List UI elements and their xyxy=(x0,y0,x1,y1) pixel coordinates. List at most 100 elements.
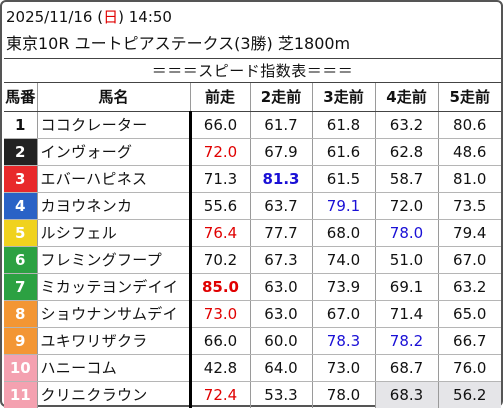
speed-index-cell: 78.0 xyxy=(375,220,438,247)
speed-index-cell: 76.4 xyxy=(190,220,250,247)
speed-index-cell: 78.0 xyxy=(312,382,375,408)
horse-name-cell: クリニクラウン xyxy=(37,382,190,408)
horse-number-cell: 8 xyxy=(4,301,37,328)
horse-number-cell: 5 xyxy=(4,220,37,247)
horse-name-cell: ルシフェル xyxy=(37,220,190,247)
horse-number-cell: 1 xyxy=(4,112,37,139)
horse-name-cell: ココクレーター xyxy=(37,112,190,139)
horse-number-cell: 3 xyxy=(4,166,37,193)
speed-index-cell: 60.0 xyxy=(250,328,312,355)
speed-index-cell: 71.4 xyxy=(375,301,438,328)
speed-index-cell: 53.3 xyxy=(250,382,312,408)
speed-index-cell: 79.1 xyxy=(312,193,375,220)
speed-index-cell: 64.0 xyxy=(250,355,312,382)
speed-index-cell: 63.0 xyxy=(250,301,312,328)
speed-index-cell: 73.5 xyxy=(438,193,501,220)
speed-index-cell: 48.6 xyxy=(438,139,501,166)
speed-index-cell: 72.4 xyxy=(190,382,250,408)
speed-index-cell: 78.3 xyxy=(312,328,375,355)
speed-index-cell: 66.7 xyxy=(438,328,501,355)
race-time: 14:50 xyxy=(129,8,172,26)
speed-index-cell: 65.0 xyxy=(438,301,501,328)
horse-name-cell: エバーハピネス xyxy=(37,166,190,193)
speed-index-cell: 69.1 xyxy=(375,274,438,301)
horse-number-cell: 4 xyxy=(4,193,37,220)
speed-index-cell: 81.0 xyxy=(438,166,501,193)
horse-number-cell: 10 xyxy=(4,355,37,382)
speed-index-cell: 68.7 xyxy=(375,355,438,382)
horse-name-cell: ショウナンサムデイ xyxy=(37,301,190,328)
speed-index-cell: 78.2 xyxy=(375,328,438,355)
speed-index-cell: 58.7 xyxy=(375,166,438,193)
speed-index-cell: 61.6 xyxy=(312,139,375,166)
speed-index-cell: 63.2 xyxy=(438,274,501,301)
speed-index-cell: 42.8 xyxy=(190,355,250,382)
race-date: 2025/11/16 xyxy=(6,8,92,26)
horse-name-cell: フレミングフープ xyxy=(37,247,190,274)
speed-index-cell: 63.0 xyxy=(250,274,312,301)
speed-index-cell: 68.3 xyxy=(375,382,438,408)
speed-index-cell: 63.7 xyxy=(250,193,312,220)
horse-number-cell: 6 xyxy=(4,247,37,274)
speed-index-cell: 72.0 xyxy=(375,193,438,220)
speed-index-cell: 73.9 xyxy=(312,274,375,301)
speed-index-cell: 67.0 xyxy=(312,301,375,328)
speed-index-cell: 85.0 xyxy=(190,274,250,301)
horse-number-cell: 9 xyxy=(4,328,37,355)
speed-index-cell: 61.8 xyxy=(312,112,375,139)
col-header-horse-name: 馬名 xyxy=(37,83,190,112)
speed-index-cell: 74.0 xyxy=(312,247,375,274)
section-title: ＝＝＝スピード指数表＝＝＝ xyxy=(4,60,501,82)
speed-index-cell: 67.0 xyxy=(438,247,501,274)
speed-index-cell: 79.4 xyxy=(438,220,501,247)
horse-name-cell: ハニーコム xyxy=(37,355,190,382)
speed-index-cell: 63.2 xyxy=(375,112,438,139)
speed-index-cell: 76.0 xyxy=(438,355,501,382)
weekday-open: ( xyxy=(92,8,103,26)
speed-index-cell: 66.0 xyxy=(190,112,250,139)
speed-index-cell: 70.2 xyxy=(190,247,250,274)
col-header-4-races-ago: 4走前 xyxy=(375,83,438,112)
speed-index-cell: 61.5 xyxy=(312,166,375,193)
divider-top xyxy=(4,58,501,59)
speed-index-cell: 72.0 xyxy=(190,139,250,166)
race-weekday: 日 xyxy=(103,8,118,26)
horse-number-cell: 11 xyxy=(4,382,37,408)
horse-number-cell: 7 xyxy=(4,274,37,301)
speed-index-cell: 71.3 xyxy=(190,166,250,193)
weekday-close: ) xyxy=(118,8,129,26)
speed-index-cell: 73.0 xyxy=(312,355,375,382)
speed-index-cell: 80.6 xyxy=(438,112,501,139)
speed-index-cell: 68.0 xyxy=(312,220,375,247)
speed-index-cell: 61.7 xyxy=(250,112,312,139)
race-title: 東京10R ユートピアステークス(3勝) 芝1800m xyxy=(6,31,350,57)
horse-name-cell: ミカッテヨンデイイ xyxy=(37,274,190,301)
speed-index-cell: 73.0 xyxy=(190,301,250,328)
col-header-2-races-ago: 2走前 xyxy=(250,83,312,112)
horse-name-cell: ユキワリザクラ xyxy=(37,328,190,355)
speed-index-cell: 81.3 xyxy=(250,166,312,193)
col-header-horse-number: 馬番 xyxy=(4,83,37,112)
speed-index-cell: 56.2 xyxy=(438,382,501,408)
speed-index-cell: 67.3 xyxy=(250,247,312,274)
speed-index-cell: 55.6 xyxy=(190,193,250,220)
speed-index-cell: 77.7 xyxy=(250,220,312,247)
speed-index-cell: 67.9 xyxy=(250,139,312,166)
table-header-row: 馬番 馬名 前走 2走前 3走前 4走前 5走前 xyxy=(4,83,501,112)
col-header-last-race: 前走 xyxy=(190,83,250,112)
horse-number-cell: 2 xyxy=(4,139,37,166)
speed-index-cell: 66.0 xyxy=(190,328,250,355)
speed-index-cell: 62.8 xyxy=(375,139,438,166)
